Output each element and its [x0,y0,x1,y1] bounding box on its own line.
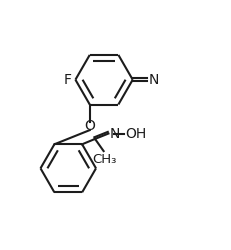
Text: N: N [149,73,159,87]
Text: F: F [64,73,72,87]
Text: OH: OH [125,126,146,140]
Text: CH₃: CH₃ [92,153,116,166]
Text: N: N [109,126,120,140]
Text: O: O [84,119,95,133]
